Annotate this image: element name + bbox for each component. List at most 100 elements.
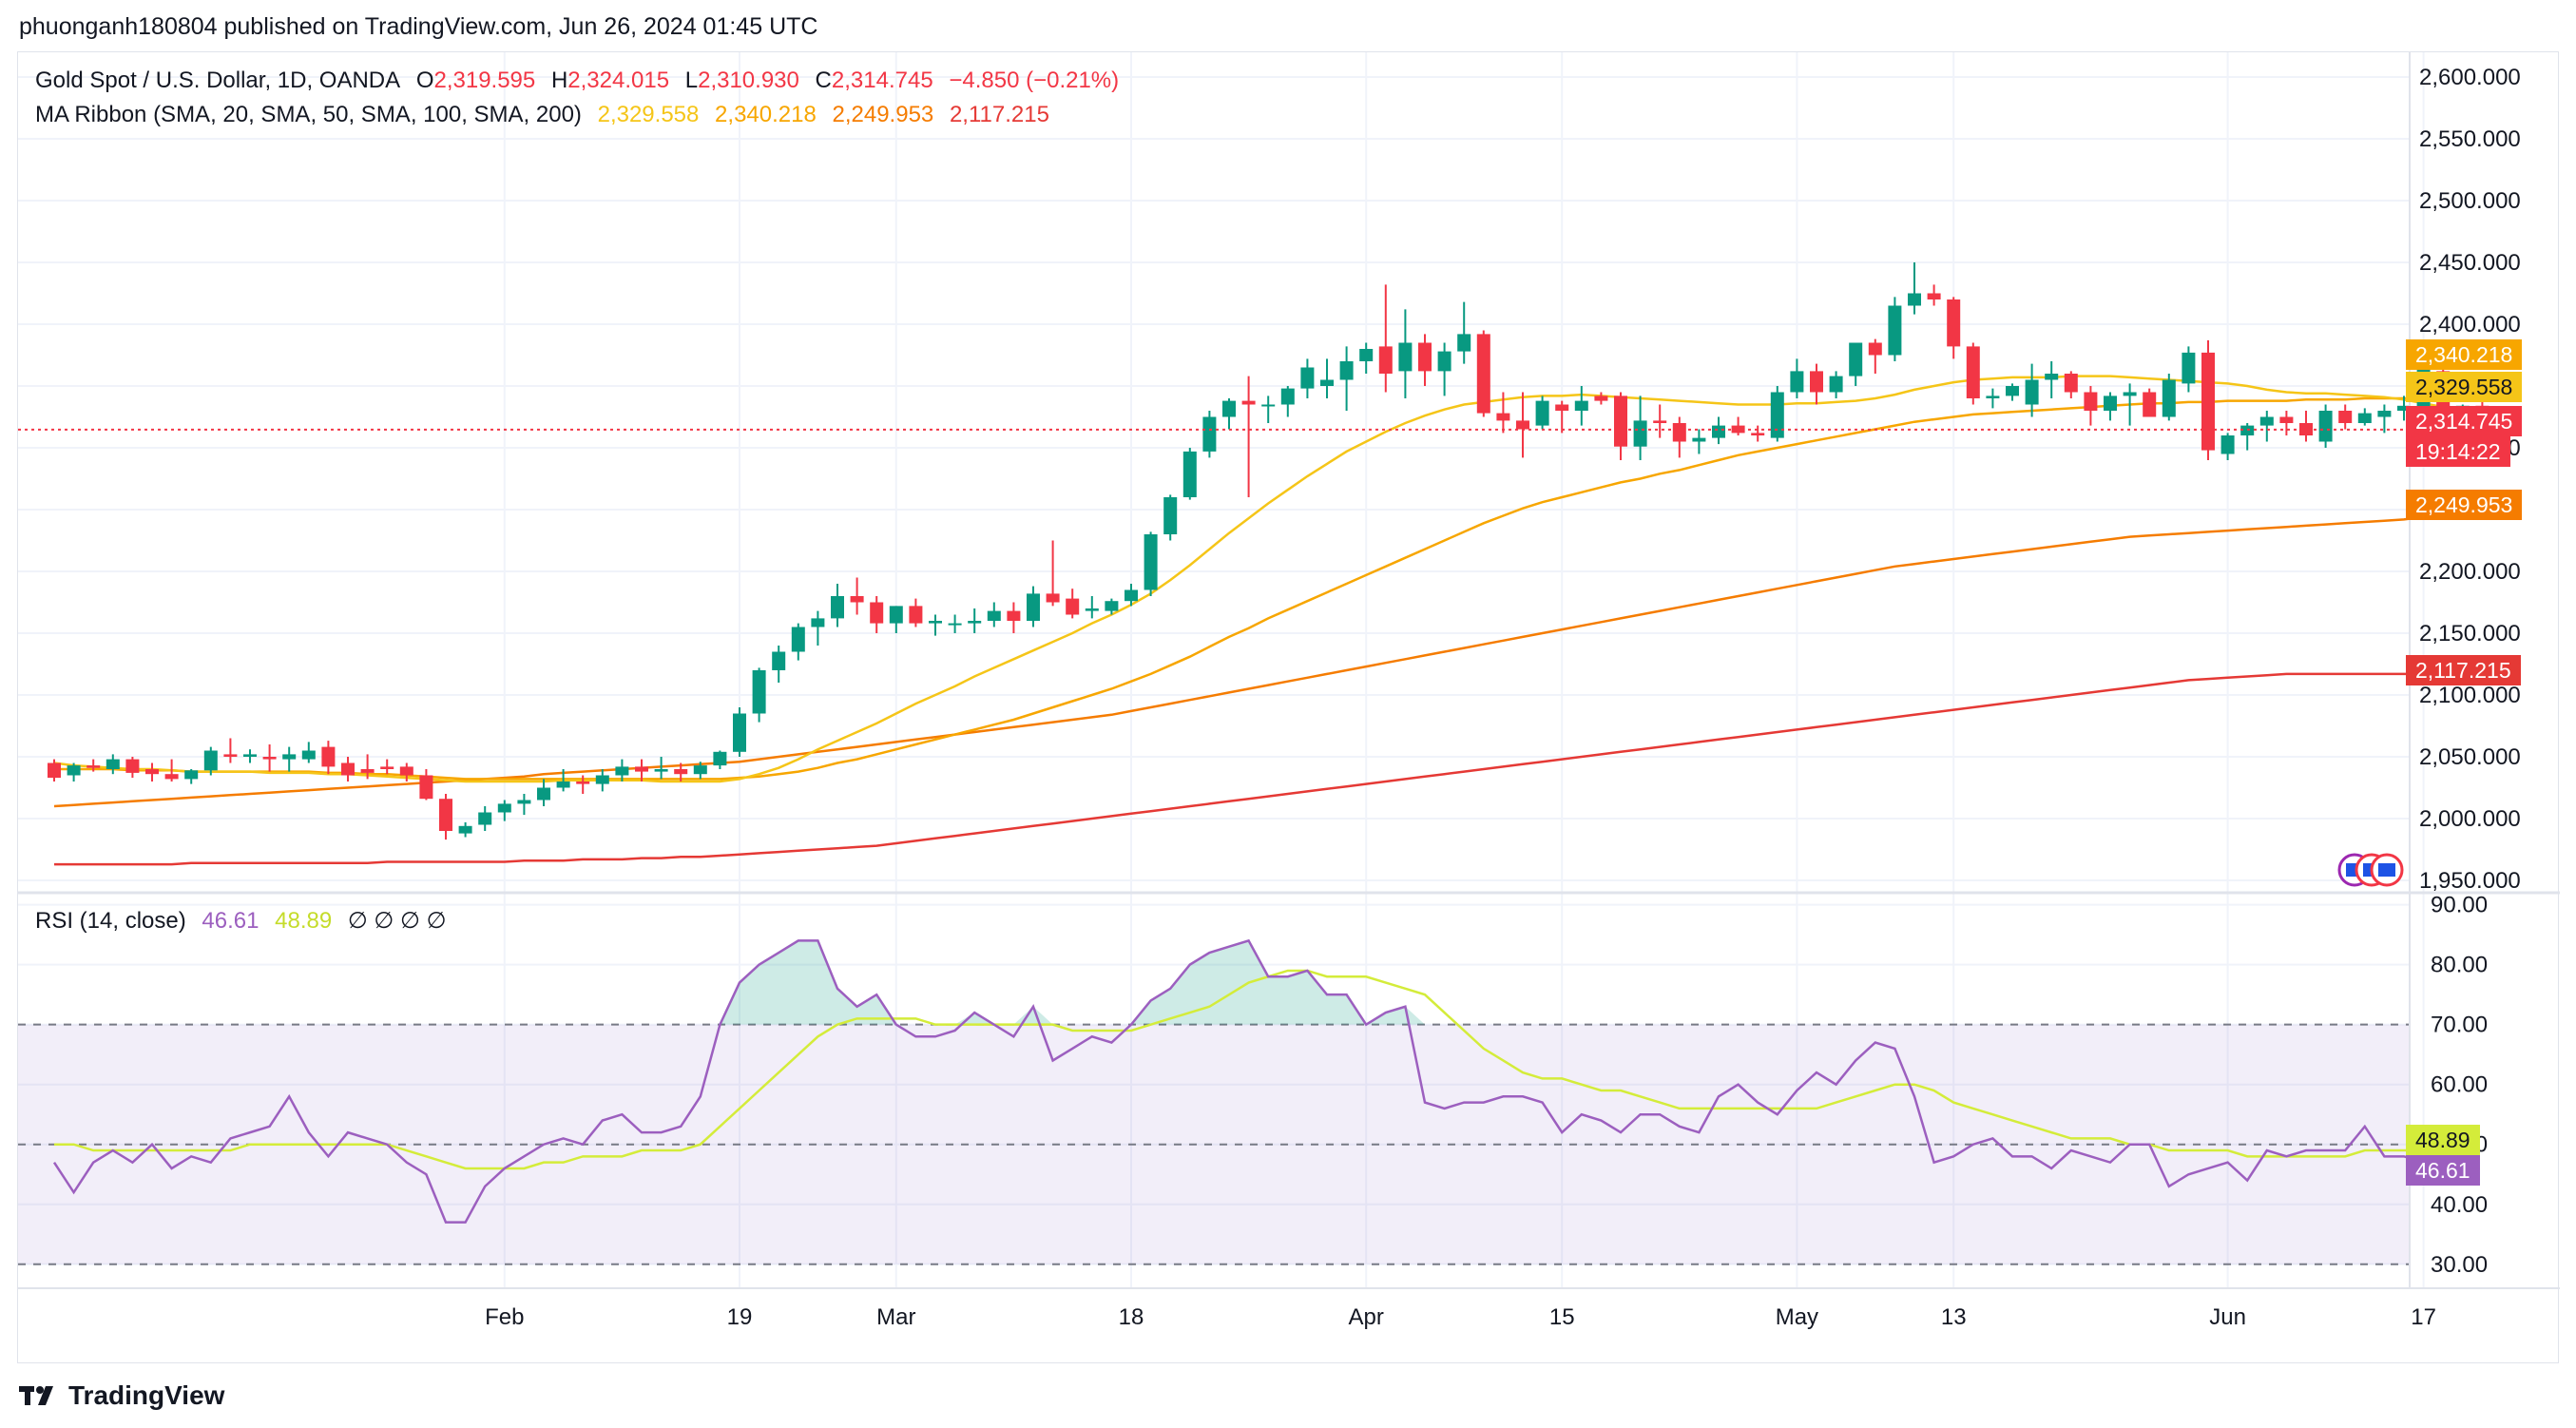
candle-body: [1751, 433, 1765, 435]
time-tick-label: 15: [1549, 1304, 1575, 1330]
ma-legend: MA Ribbon (SMA, 20, SMA, 50, SMA, 100, S…: [35, 102, 1059, 128]
price-tick-label: 2,150.000: [2419, 621, 2521, 646]
ma-ribbon-title: MA Ribbon (SMA, 20, SMA, 50, SMA, 100, S…: [35, 102, 582, 127]
candle-body: [2357, 413, 2372, 423]
tradingview-logo[interactable]: TradingView: [19, 1380, 224, 1411]
price-tick-label: 1,950.000: [2419, 868, 2521, 894]
rsi-tick-label: 70.00: [2431, 1013, 2488, 1038]
candle: [929, 614, 942, 636]
rsi-value: 46.61: [202, 908, 260, 934]
candle-body: [929, 621, 942, 624]
candle-body: [2338, 411, 2353, 423]
candle-body: [1672, 423, 1686, 442]
candle-body: [458, 825, 472, 834]
candle-body: [125, 759, 140, 773]
candle-body: [1986, 396, 2000, 398]
time-tick-label: Apr: [1349, 1304, 1384, 1330]
candle-body: [1261, 404, 1276, 407]
candle-body: [1182, 451, 1197, 497]
candle-body: [2025, 379, 2039, 405]
candle: [615, 759, 629, 782]
candle-body: [2182, 352, 2196, 384]
candle: [2397, 396, 2411, 421]
candle-body: [595, 775, 609, 784]
candle: [458, 821, 472, 838]
rsi-overbought-fill: [954, 1013, 994, 1025]
rsi-tick-label: 40.00: [2431, 1192, 2488, 1218]
candle: [2123, 383, 2137, 426]
candle-body: [2259, 416, 2274, 426]
candle-body: [1202, 416, 1217, 452]
candle-body: [1829, 376, 1843, 393]
candle-body: [1555, 404, 1569, 411]
chart-svg[interactable]: 2,600.000 2,550.000 2,500.000 2,450.000 2,40…: [18, 52, 2560, 1364]
candle: [1516, 392, 1529, 458]
candle-body: [164, 774, 179, 780]
ma100-value: 2,249.953: [832, 102, 934, 127]
price-tick-label: 2,550.000: [2419, 126, 2521, 152]
candle-body: [145, 769, 159, 775]
time-tick-label: Mar: [876, 1304, 915, 1330]
high-value: 2,324.015: [567, 68, 670, 93]
candle: [1751, 425, 1765, 442]
candle: [1653, 404, 1667, 438]
candle-body: [713, 751, 727, 766]
close-label: C: [815, 68, 832, 93]
candle: [556, 769, 570, 792]
candle: [2064, 371, 2078, 398]
chart-area[interactable]: 2,600.000 2,550.000 2,500.000 2,450.000 2,40…: [17, 51, 2560, 1364]
time-tick-label: 18: [1119, 1304, 1144, 1330]
ma200-price-tag: 2,117.215: [2406, 655, 2521, 685]
candle: [243, 749, 257, 763]
price-tick-label: 2,500.000: [2419, 188, 2521, 214]
candle-body: [223, 754, 238, 757]
candle-body: [282, 754, 297, 760]
candle-body: [1398, 342, 1413, 372]
candle-body: [1144, 534, 1158, 590]
candle: [517, 794, 531, 816]
candle: [164, 759, 179, 782]
candle-body: [1085, 608, 1099, 611]
candle-body: [1339, 361, 1354, 380]
candle-body: [1731, 425, 1745, 434]
candle-body: [1516, 420, 1529, 430]
price-tick-label: 2,400.000: [2419, 312, 2521, 338]
candle-body: [2397, 405, 2411, 411]
candle-body: [321, 746, 336, 767]
candle: [987, 602, 1001, 627]
candle-body: [909, 606, 923, 624]
candle: [2279, 411, 2294, 435]
rsi-lines: [52, 938, 2463, 1224]
rsi-tick-label: 80.00: [2431, 953, 2488, 978]
rsi-ma-tag: 48.89: [2406, 1125, 2480, 1155]
candle-body: [1966, 346, 1980, 398]
candle-body: [2279, 416, 2294, 423]
candle-body: [811, 618, 825, 627]
candle-body: [1947, 299, 1961, 347]
candles: [48, 262, 2509, 840]
candle-body: [2045, 374, 2059, 380]
candle-body: [341, 762, 355, 776]
candle-body: [478, 812, 492, 825]
candle: [1378, 284, 1393, 393]
candle-body: [1300, 367, 1315, 389]
candle: [2143, 388, 2157, 417]
ma50-line: [54, 396, 2483, 781]
ma20-value: 2,329.558: [597, 102, 700, 127]
candle: [1261, 396, 1276, 423]
candle: [1359, 342, 1374, 374]
candle: [341, 757, 355, 782]
candle: [1320, 358, 1334, 398]
symbol-title: Gold Spot / U.S. Dollar, 1D, OANDA: [35, 68, 401, 93]
rsi-ma-line: [54, 969, 2463, 1170]
candle: [752, 667, 766, 723]
candle: [1633, 396, 1647, 460]
candle: [1476, 330, 1490, 417]
ma20-price-tag: 2,329.558: [2406, 372, 2523, 402]
time-tick-label: May: [1776, 1304, 1818, 1330]
candle: [537, 779, 550, 806]
candle: [48, 759, 61, 782]
candle-body: [1810, 371, 1823, 393]
candle: [1125, 584, 1138, 607]
candle-body: [1359, 349, 1374, 361]
